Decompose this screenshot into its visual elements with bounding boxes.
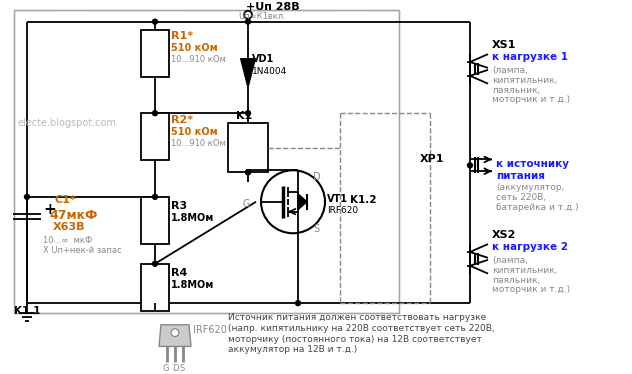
Text: сеть 220В,: сеть 220В, — [496, 193, 546, 202]
Text: паяльник,: паяльник, — [492, 276, 540, 285]
Circle shape — [25, 194, 30, 199]
Bar — [141, 30, 169, 77]
Text: 510 кОм: 510 кОм — [171, 43, 218, 53]
Text: electe.blogspot.com: electe.blogspot.com — [18, 118, 117, 128]
Text: 510 кОм: 510 кОм — [171, 127, 218, 137]
Bar — [141, 113, 169, 160]
Text: R1*: R1* — [171, 31, 193, 42]
Circle shape — [152, 261, 157, 266]
Circle shape — [152, 194, 157, 199]
Text: R4: R4 — [171, 268, 187, 278]
Text: к источнику: к источнику — [496, 159, 569, 169]
Text: S: S — [313, 224, 319, 234]
Text: кипятильник,: кипятильник, — [492, 266, 557, 275]
Bar — [228, 123, 268, 172]
Text: к нагрузке 2: к нагрузке 2 — [492, 242, 568, 252]
Text: K1: K1 — [236, 111, 252, 121]
Text: (аккумулятор,: (аккумулятор, — [496, 183, 564, 192]
Text: (лампа,: (лампа, — [492, 66, 528, 75]
Bar — [141, 264, 169, 311]
Text: 47мкФ: 47мкФ — [49, 209, 97, 222]
Text: 1N4004: 1N4004 — [252, 67, 288, 76]
Circle shape — [245, 19, 250, 24]
Text: аккумулятор на 12В и т.д.): аккумулятор на 12В и т.д.) — [228, 346, 357, 355]
Circle shape — [468, 163, 473, 168]
Circle shape — [245, 111, 250, 116]
Text: IRF620: IRF620 — [327, 206, 358, 215]
Text: IRF620: IRF620 — [193, 325, 227, 335]
Text: D: D — [172, 364, 178, 373]
Text: 10...910 кОм: 10...910 кОм — [171, 139, 226, 148]
Text: XS1: XS1 — [492, 40, 516, 50]
Text: G: G — [243, 199, 250, 209]
Text: R3: R3 — [171, 201, 187, 211]
Text: VD1: VD1 — [252, 54, 274, 64]
Text: моторчик и т.д.): моторчик и т.д.) — [492, 285, 570, 294]
Text: VT1: VT1 — [327, 194, 348, 204]
Text: K1.1: K1.1 — [14, 306, 40, 316]
Text: Х Uп+нек-й запас: Х Uп+нек-й запас — [43, 246, 121, 255]
Text: (лампа,: (лампа, — [492, 256, 528, 265]
Text: D: D — [313, 172, 320, 182]
Text: к нагрузке 1: к нагрузке 1 — [492, 52, 568, 62]
Circle shape — [296, 301, 300, 306]
Text: 1.8МОм: 1.8МОм — [171, 279, 214, 289]
Circle shape — [245, 170, 250, 175]
Bar — [141, 197, 169, 244]
Text: S: S — [180, 364, 185, 373]
Text: +: + — [43, 202, 56, 217]
Bar — [14, 10, 399, 313]
Polygon shape — [159, 325, 191, 346]
Text: Х63В: Х63В — [53, 223, 85, 232]
Text: K1.2: K1.2 — [350, 195, 377, 205]
Polygon shape — [298, 194, 307, 210]
Text: Uп≈К1вкл.: Uп≈К1вкл. — [238, 12, 286, 21]
Polygon shape — [241, 59, 255, 87]
Text: XP1: XP1 — [420, 154, 444, 163]
Text: R2*: R2* — [171, 115, 193, 125]
Text: кипятильник,: кипятильник, — [492, 76, 557, 85]
Text: G: G — [163, 364, 169, 373]
Text: моторчику (постоянного тока) на 12В соответствует: моторчику (постоянного тока) на 12В соот… — [228, 335, 482, 344]
Text: 10...910 кОм: 10...910 кОм — [171, 55, 226, 64]
Text: XS2: XS2 — [492, 230, 516, 240]
Text: питания: питания — [496, 171, 545, 181]
Text: паяльник,: паяльник, — [492, 86, 540, 95]
Circle shape — [245, 170, 250, 175]
Circle shape — [171, 329, 179, 337]
Text: батарейка и т.д.): батарейка и т.д.) — [496, 203, 579, 212]
Circle shape — [152, 111, 157, 116]
Circle shape — [152, 19, 157, 24]
Text: +Uп 28В: +Uп 28В — [246, 2, 300, 12]
Text: C1*: C1* — [55, 195, 76, 205]
Text: Источник питания должен соответствовать нагрузке: Источник питания должен соответствовать … — [228, 313, 486, 322]
Text: моторчик и т.д.): моторчик и т.д.) — [492, 95, 570, 104]
Text: (напр. кипятильнику на 220В соответствует сеть 220В,: (напр. кипятильнику на 220В соответствуе… — [228, 324, 495, 333]
Text: 1.8МОм: 1.8МОм — [171, 212, 214, 223]
Text: 10...∞  мкФ: 10...∞ мкФ — [43, 236, 92, 245]
